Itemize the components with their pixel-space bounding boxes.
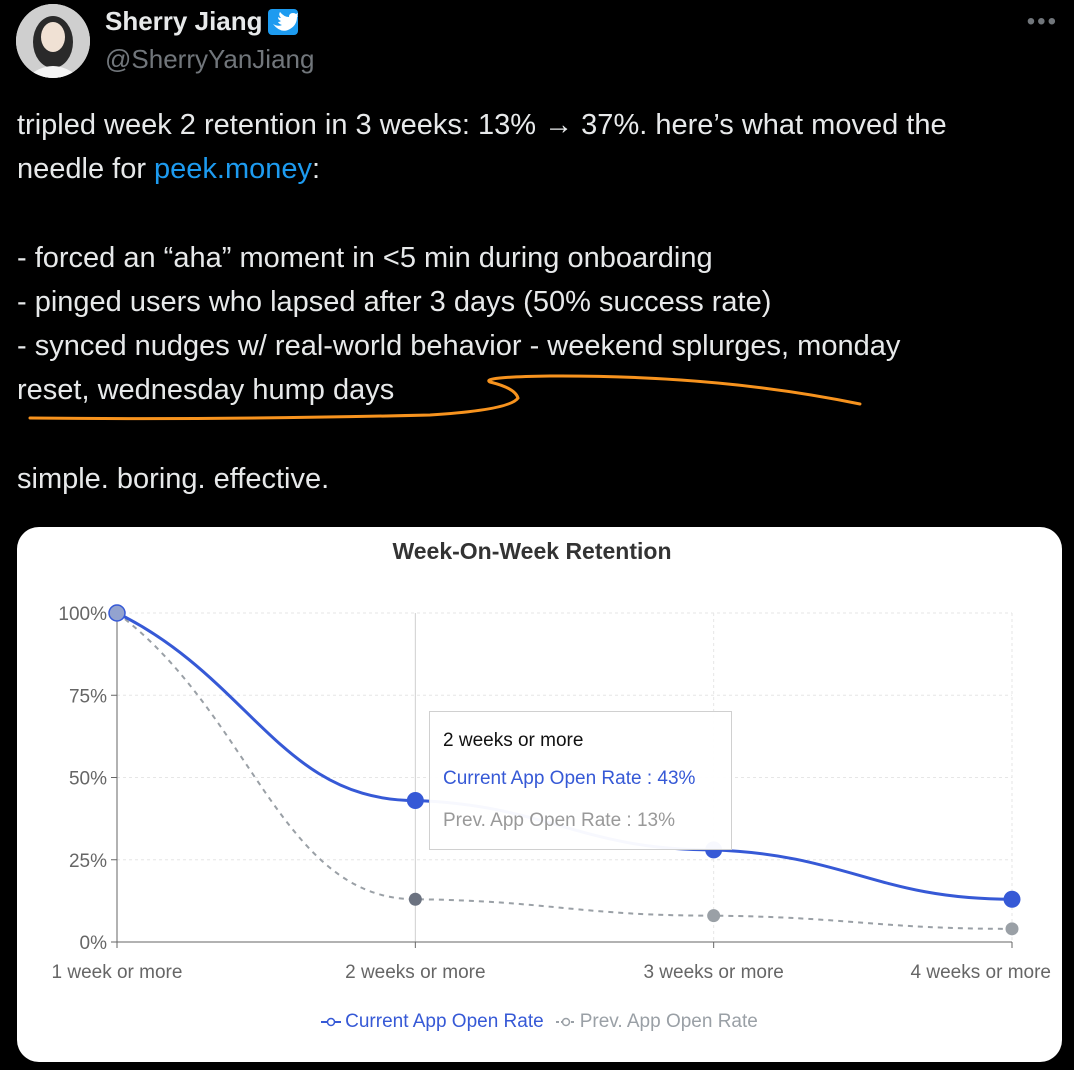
legend-line-marker-icon	[555, 1017, 576, 1027]
tweet-closing: simple. boring. effective.	[17, 462, 330, 495]
tweet-text: tripled week 2 retention in 3 weeks: 13%…	[17, 103, 1062, 501]
data-point-current[interactable]	[406, 792, 424, 810]
more-horizontal-icon[interactable]: •••	[1026, 8, 1058, 35]
y-tick-label: 50%	[69, 769, 107, 790]
tweet-text-fragment: :	[312, 153, 321, 186]
chart-legend: Current App Open Rate Prev. App Open Rat…	[17, 1011, 1062, 1033]
verified-badge-icon	[267, 8, 299, 35]
chart-title: Week-On-Week Retention	[392, 538, 671, 564]
tooltip-previous-value: Prev. App Open Rate : 13%	[443, 810, 676, 831]
data-point-previous[interactable]	[707, 909, 721, 923]
peek-money-link[interactable]: peek.money	[154, 153, 313, 186]
tweet-line: needle for peek.money:	[17, 147, 1062, 191]
series-line-previous	[116, 612, 1013, 930]
legend-item-current[interactable]: Current App Open Rate	[321, 1011, 544, 1033]
tweet-bullet: - synced nudges w/ real-world behavior -…	[17, 330, 901, 362]
avatar[interactable]	[16, 4, 90, 78]
blank-line	[17, 191, 1062, 235]
x-tick-label: 2 weeks or more	[345, 962, 485, 983]
y-tick-label: 25%	[69, 851, 107, 872]
author-handle[interactable]: @SherryYanJiang	[105, 44, 315, 74]
data-point-current[interactable]	[108, 604, 126, 622]
tweet-bullet-continued: reset, wednesday hump days	[17, 374, 395, 407]
legend-line-marker-icon	[321, 1017, 342, 1027]
tweet-line: tripled week 2 retention in 3 weeks: 13%…	[17, 109, 947, 141]
data-point-current[interactable]	[1003, 890, 1021, 908]
chart-tooltip: 2 weeks or more Current App Open Rate : …	[429, 711, 732, 850]
x-tick-label: 1 week or more	[52, 962, 183, 983]
tooltip-title: 2 weeks or more	[443, 730, 584, 751]
legend-item-previous[interactable]: Prev. App Open Rate	[555, 1011, 758, 1033]
tooltip-current-value: Current App Open Rate : 43%	[443, 768, 696, 789]
x-tick-label: 4 weeks or more	[911, 962, 1051, 983]
data-point-previous[interactable]	[1005, 922, 1019, 936]
data-point-previous[interactable]	[408, 892, 422, 906]
x-tick-label: 3 weeks or more	[643, 962, 783, 983]
y-tick-label: 0%	[80, 933, 108, 954]
y-tick-label: 100%	[58, 604, 107, 625]
tweet-bullet: - forced an “aha” moment in <5 min durin…	[17, 241, 713, 274]
author-name[interactable]: Sherry Jiang	[105, 6, 263, 36]
blank-line	[17, 412, 1062, 456]
retention-chart: Week-On-Week Retention 0% 25% 50% 75% 100% 1 …	[52, 538, 1051, 983]
tweet-bullet: - pinged users who lapsed after 3 days (…	[17, 285, 772, 318]
legend-label: Current App Open Rate	[345, 1011, 544, 1032]
legend-label: Prev. App Open Rate	[579, 1011, 758, 1032]
chart-card[interactable]: Week-On-Week Retention 0% 25% 50% 75% 100% 1 …	[17, 527, 1062, 1062]
tweet-text-fragment: needle for	[17, 153, 155, 186]
avatar-photo	[16, 4, 90, 78]
y-tick-label: 75%	[69, 686, 107, 707]
author-name-row: Sherry Jiang	[105, 6, 299, 37]
